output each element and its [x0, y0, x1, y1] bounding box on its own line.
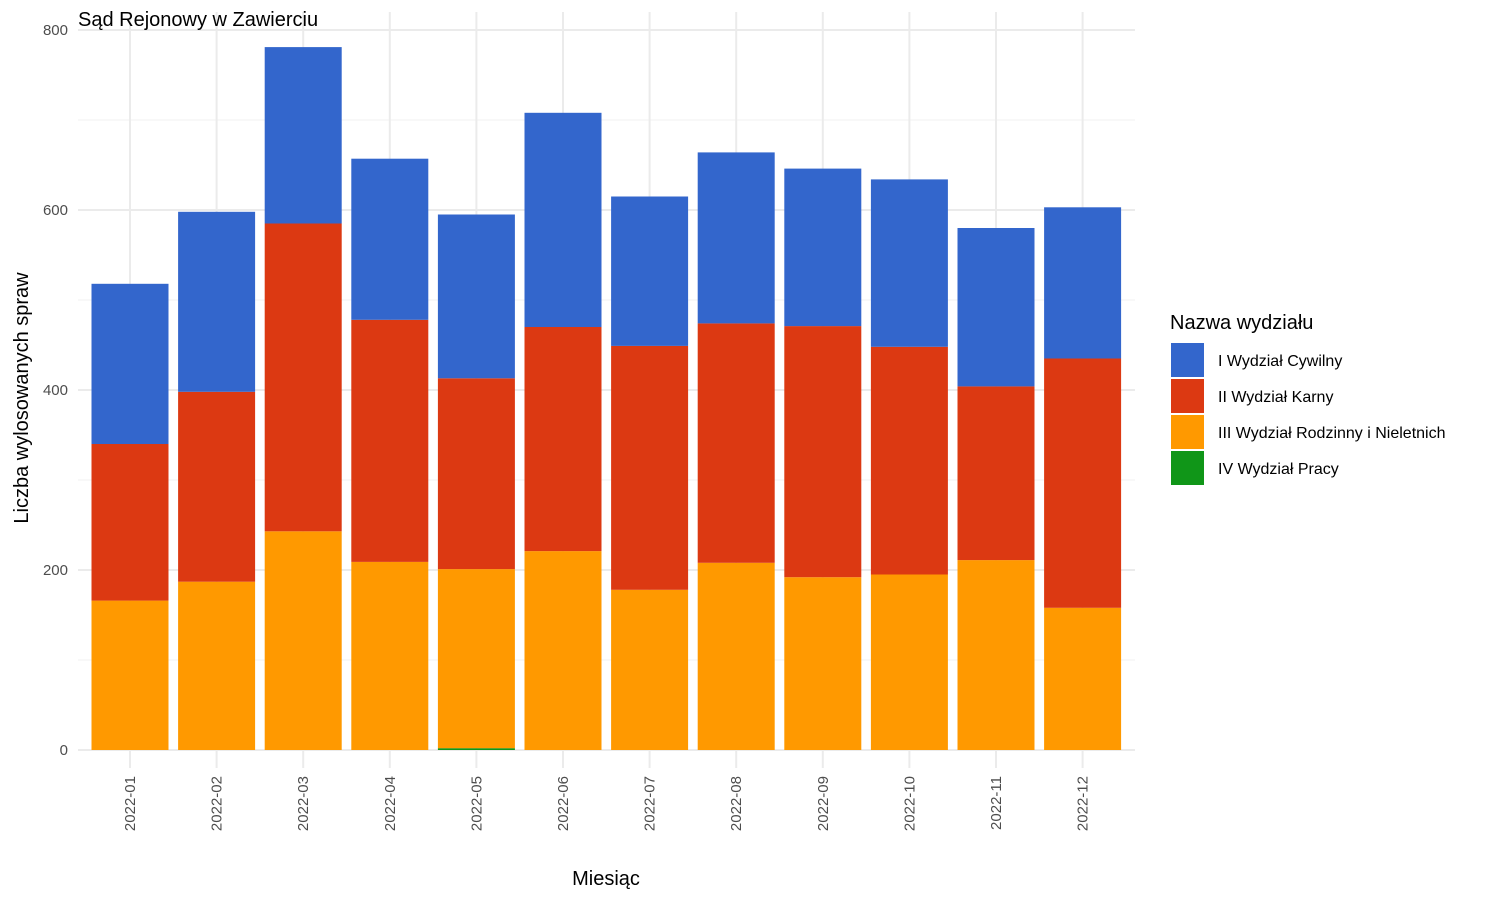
bar-segment: [524, 112, 602, 327]
bar-segment: [957, 386, 1035, 561]
bar-segment: [784, 577, 862, 750]
bar-segment: [437, 378, 515, 570]
bar-segment: [524, 327, 602, 552]
x-tick-label: 2022-09: [815, 776, 832, 831]
legend-swatch: [1171, 415, 1204, 449]
bar-segment: [178, 391, 256, 582]
bar-segment: [351, 561, 429, 750]
bar-segment: [870, 346, 948, 575]
bar-segment: [697, 152, 775, 324]
x-axis-title: Miesiąc: [572, 868, 640, 890]
x-tick-label: 2022-08: [728, 776, 745, 831]
bars: [91, 47, 1122, 750]
x-tick-label: 2022-07: [642, 776, 659, 831]
x-tick-label: 2022-06: [555, 776, 572, 831]
legend-swatch: [1171, 379, 1204, 413]
y-axis-title: Liczba wylosowanych spraw: [11, 272, 33, 524]
legend: Nazwa wydziału I Wydział Cywilny II Wydzi…: [1170, 312, 1446, 485]
bar-segment: [957, 228, 1035, 387]
y-tick-label: 400: [43, 382, 68, 399]
x-tick-label: 2022-10: [901, 776, 918, 831]
legend-items: I Wydział Cywilny II Wydział Karny III Wyd…: [1171, 343, 1446, 485]
legend-label: II Wydział Karny: [1218, 389, 1333, 406]
bar-segment: [437, 748, 515, 750]
y-tick-label: 0: [60, 742, 68, 759]
y-axis-ticks: 0 200 400 600 800: [43, 22, 68, 759]
legend-label: IV Wydział Pracy: [1218, 461, 1339, 478]
x-tick-label: 2022-04: [382, 776, 399, 831]
y-tick-label: 800: [43, 22, 68, 39]
x-tick-label: 2022-05: [468, 776, 485, 831]
y-tick-label: 600: [43, 202, 68, 219]
x-tick-label: 2022-02: [209, 776, 226, 831]
bar-segment: [264, 531, 342, 750]
legend-label: I Wydział Cywilny: [1218, 353, 1342, 370]
bar-segment: [697, 562, 775, 750]
bar-segment: [178, 211, 256, 392]
bar-segment: [437, 569, 515, 749]
bar-segment: [91, 283, 169, 444]
bar-segment: [611, 196, 689, 346]
bar-segment: [178, 581, 256, 750]
bar-segment: [1044, 207, 1122, 359]
bar-segment: [1044, 607, 1122, 750]
bar-segment: [870, 179, 948, 347]
x-tick-label: 2022-01: [122, 776, 139, 831]
legend-title: Nazwa wydziału: [1170, 312, 1313, 334]
bar-segment: [784, 168, 862, 327]
legend-swatch: [1171, 343, 1204, 377]
bar-segment: [351, 319, 429, 562]
legend-swatch: [1171, 451, 1204, 485]
legend-label: III Wydział Rodzinny i Nieletnich: [1218, 425, 1446, 442]
bar-segment: [524, 551, 602, 750]
x-axis-ticks: 2022-01 2022-02 2022-03 2022-04 2022-05 2022-…: [122, 776, 1092, 831]
bar-segment: [1044, 358, 1122, 608]
bar-segment: [351, 158, 429, 320]
bar-segment: [91, 600, 169, 750]
bar-segment: [91, 444, 169, 601]
y-tick-label: 200: [43, 562, 68, 579]
bar-segment: [957, 560, 1035, 750]
x-tick-label: 2022-11: [988, 776, 1005, 830]
bar-segment: [611, 589, 689, 750]
bar-segment: [784, 326, 862, 578]
bar-segment: [437, 214, 515, 379]
chart-title: Sąd Rejonowy w Zawierciu: [78, 9, 318, 31]
x-tick-label: 2022-12: [1075, 776, 1092, 831]
bar-segment: [264, 223, 342, 532]
bar-segment: [264, 47, 342, 224]
bar-segment: [697, 323, 775, 563]
bar-segment: [870, 574, 948, 750]
x-tick-label: 2022-03: [295, 776, 312, 831]
bar-segment: [611, 345, 689, 590]
